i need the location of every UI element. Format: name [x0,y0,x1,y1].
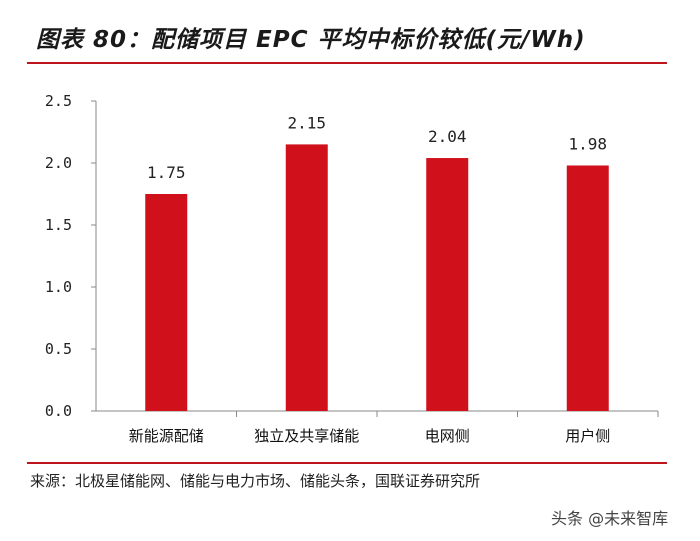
category-label: 新能源配储 [129,427,204,445]
bar [285,144,328,411]
source-divider [27,462,667,464]
y-tick-label: 2.0 [45,154,72,172]
watermark-text: 头条 @未来智库 [551,509,669,528]
category-label: 电网侧 [425,427,470,445]
bar [426,158,469,411]
source-note: 来源：北极星储能网、储能与电力市场、储能头条，国联证券研究所 [30,472,481,490]
category-label: 用户侧 [565,427,610,445]
chart-title: 图表 80：配储项目 EPC 平均中标价较低(元/Wh) [36,27,586,53]
y-tick-label: 1.0 [45,278,72,296]
bar [145,194,188,411]
title-divider [27,62,667,64]
y-tick-label: 0.0 [45,402,72,420]
bar-value-label: 1.75 [147,163,186,182]
bar [566,165,609,411]
y-tick-label: 2.5 [45,92,72,110]
watermark: 头条 @未来智库 [551,505,668,529]
bar-chart: 0.0 0.5 1.0 1.5 2.0 2.5 1.75 2.15 2.04 1.98 新能源配… [45,92,659,445]
bar-value-label: 1.98 [568,134,607,153]
y-tick-label: 1.5 [45,216,72,234]
category-label: 独立及共享储能 [254,427,359,445]
bar-value-label: 2.15 [287,113,326,132]
bar-value-label: 2.04 [428,127,467,146]
y-tick-label: 0.5 [45,340,72,358]
